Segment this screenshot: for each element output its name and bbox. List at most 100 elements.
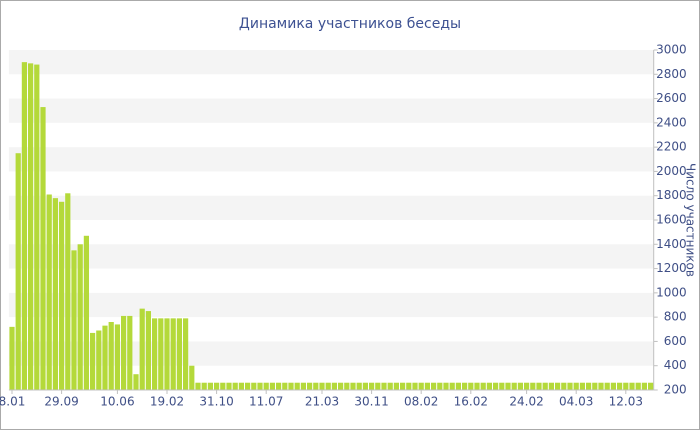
bar [387, 382, 393, 390]
x-tick-label: 10.06 [100, 395, 134, 409]
grid-band [8, 50, 654, 75]
grid-band [8, 244, 654, 269]
bar [65, 193, 71, 390]
bar [182, 318, 189, 390]
bar [647, 382, 654, 390]
y-axis-label: Число участников [684, 163, 698, 277]
bar [220, 382, 226, 390]
bar [300, 382, 307, 390]
bar [40, 107, 46, 391]
bar [288, 382, 294, 390]
bar [461, 382, 468, 390]
bar [393, 382, 400, 390]
bar [548, 382, 555, 390]
bar [306, 382, 313, 390]
x-tick-label: 12.03 [609, 395, 643, 409]
y-tick-label: 1800 [656, 188, 687, 202]
y-tick-label: 2600 [656, 91, 687, 105]
bar [561, 382, 567, 390]
bar [313, 382, 319, 390]
bar [362, 382, 369, 390]
bar [9, 326, 15, 390]
bar [399, 382, 406, 390]
bar [486, 382, 493, 390]
bar [350, 382, 356, 390]
bar [585, 382, 592, 390]
bar [554, 382, 561, 390]
y-tick-label: 600 [664, 334, 687, 348]
bar [598, 382, 604, 390]
bar [189, 365, 195, 390]
bar [418, 382, 424, 390]
bar [505, 382, 511, 390]
bar [158, 318, 164, 390]
bar [77, 244, 83, 390]
bar [83, 235, 90, 390]
bar [573, 382, 579, 390]
bar [635, 382, 641, 390]
bar [207, 382, 214, 390]
bar [579, 382, 586, 390]
bar [443, 382, 449, 390]
bar [468, 382, 474, 390]
bar [430, 382, 437, 390]
bar [114, 324, 121, 390]
y-tick-label: 2000 [656, 164, 687, 178]
bar [201, 382, 207, 390]
grid-band [8, 292, 654, 318]
y-tick-label: 1600 [656, 213, 687, 227]
y-tick-label: 400 [664, 358, 687, 372]
bar [616, 382, 623, 390]
bar [282, 382, 288, 390]
bar [406, 382, 412, 390]
bar [623, 382, 629, 390]
bar [331, 382, 338, 390]
bar [58, 201, 65, 390]
bar [170, 318, 176, 390]
grid-band [8, 98, 654, 123]
y-tick-label: 1400 [656, 237, 687, 251]
bar [120, 315, 127, 390]
x-tick-label: 11.07 [249, 395, 283, 409]
bar [52, 198, 59, 390]
bar [530, 382, 536, 390]
bar [145, 311, 152, 390]
x-tick-label: 24.02 [509, 395, 543, 409]
bar [455, 382, 462, 390]
bar [604, 382, 610, 390]
bar [641, 382, 648, 390]
y-tick-label: 200 [664, 383, 687, 397]
y-tick-label: 2200 [656, 140, 687, 154]
bar [164, 318, 170, 390]
bar [263, 382, 269, 390]
bar [139, 308, 145, 390]
bar [610, 382, 617, 390]
x-tick-label: 19.02 [150, 395, 184, 409]
bar [344, 382, 350, 390]
bar [480, 382, 486, 390]
bar [375, 382, 381, 390]
y-tick-label: 2800 [656, 67, 687, 81]
x-tick-label: 31.10 [199, 395, 233, 409]
bar [492, 382, 499, 390]
bar [356, 382, 362, 390]
bar [592, 382, 598, 390]
bar [499, 382, 505, 390]
bar [337, 382, 344, 390]
bar [102, 325, 108, 390]
bar [232, 382, 238, 390]
x-tick-label: 30.11 [354, 395, 388, 409]
bar [244, 382, 251, 390]
bar [319, 382, 325, 390]
x-tick-label: 8.01 [0, 395, 25, 409]
y-tick-label: 2400 [656, 115, 687, 129]
bar [368, 382, 375, 390]
bar [424, 382, 431, 390]
bar [27, 63, 34, 390]
bar [325, 382, 331, 390]
bar [151, 318, 158, 390]
bar [21, 62, 28, 391]
x-tick-label: 16.02 [454, 395, 488, 409]
bar [108, 322, 114, 390]
